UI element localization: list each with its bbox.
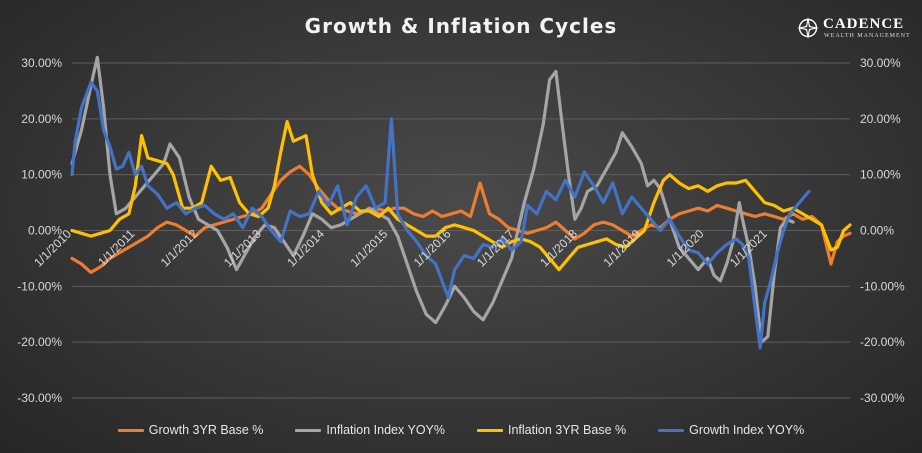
- legend-swatch: [295, 428, 322, 432]
- logo-subtitle: WEALTH MANAGEMENT: [824, 33, 911, 39]
- y-axis-left: 30.00% 20.00% 10.00% 0.00% -10.00% -20.00% -30…: [17, 56, 62, 405]
- y-tick-label-left: 0.00%: [28, 224, 62, 238]
- x-tick-label: 1/1/2018: [537, 226, 580, 269]
- y-axis-right: 30.00% 20.00% 10.00% 0.00% -10.00% -20.00% -30…: [860, 56, 905, 405]
- x-tick-label: 1/1/2019: [600, 227, 643, 270]
- company-logo: CADENCE WEALTH MANAGEMENT: [797, 14, 915, 44]
- chart-legend: Growth 3YR Base % Inflation Index YOY% I…: [0, 423, 922, 437]
- y-tick-label-right: -20.00%: [860, 335, 905, 349]
- legend-item-inflation-3yr: Inflation 3YR Base %: [477, 423, 626, 437]
- compass-star-icon: [797, 17, 819, 39]
- legend-item-inflation-index: Inflation Index YOY%: [295, 423, 445, 437]
- legend-label: Inflation Index YOY%: [326, 423, 445, 437]
- y-tick-label-left: -10.00%: [17, 279, 62, 293]
- x-tick-label: 1/1/2016: [411, 226, 454, 269]
- logo-name: CADENCE: [823, 16, 905, 32]
- legend-label: Growth Index YOY%: [689, 423, 805, 437]
- legend-swatch: [477, 428, 503, 432]
- y-tick-label-right: 30.00%: [860, 56, 901, 70]
- y-tick-label-left: -20.00%: [17, 335, 62, 349]
- x-tick-label: 1/1/2012: [158, 226, 201, 269]
- y-tick-label-left: -30.00%: [17, 391, 62, 405]
- y-tick-label-left: 30.00%: [21, 56, 62, 70]
- y-tick-label-right: 0.00%: [860, 224, 894, 238]
- y-tick-label-right: -10.00%: [860, 279, 905, 293]
- legend-swatch: [658, 428, 685, 432]
- y-tick-label-left: 20.00%: [21, 112, 62, 126]
- x-tick-label: 1/1/2020: [664, 226, 707, 269]
- chart-title: Growth & Inflation Cycles: [304, 14, 618, 38]
- legend-label: Inflation 3YR Base %: [508, 423, 627, 437]
- legend-item-growth-index: Growth Index YOY%: [658, 423, 804, 437]
- series-line: [70, 164, 852, 274]
- x-tick-label: 1/1/2015: [347, 227, 390, 270]
- legend-item-growth-3yr: Growth 3YR Base %: [117, 423, 264, 437]
- series-line: [70, 80, 811, 350]
- y-tick-label-right: -30.00%: [860, 391, 905, 405]
- legend-swatch: [117, 428, 144, 432]
- legend-label: Growth 3YR Base %: [148, 423, 264, 437]
- y-tick-label-right: 10.00%: [860, 168, 901, 182]
- y-tick-label-left: 10.00%: [21, 168, 62, 182]
- series-layer: [70, 55, 852, 350]
- line-chart: 30.00% 20.00% 10.00% 0.00% -10.00% -20.00% -30…: [17, 55, 905, 405]
- series-line: [70, 120, 852, 272]
- y-tick-label-right: 20.00%: [860, 112, 901, 126]
